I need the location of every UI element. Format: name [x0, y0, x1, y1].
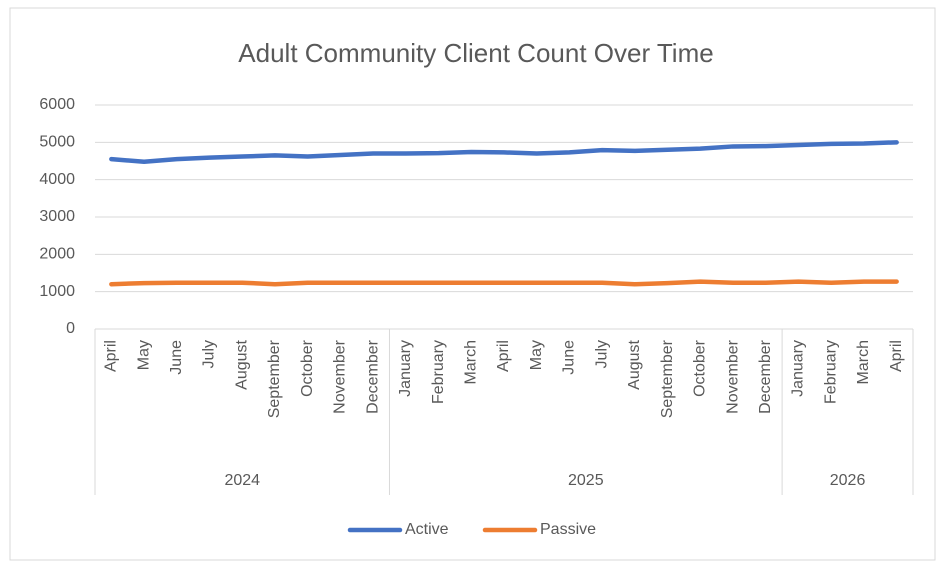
x-tick-label: March	[855, 340, 872, 384]
x-tick-label: February	[822, 340, 839, 404]
x-tick-label: November	[724, 339, 741, 413]
y-tick-label: 0	[66, 320, 75, 337]
x-tick-label: June	[561, 340, 578, 375]
x-tick-label: January	[397, 340, 414, 397]
x-tick-label: March	[462, 340, 479, 384]
x-tick-label: January	[790, 340, 807, 397]
x-tick-label: July	[593, 340, 610, 368]
x-tick-label: May	[135, 340, 152, 370]
y-tick-label: 5000	[39, 134, 75, 151]
y-tick-label: 4000	[39, 171, 75, 188]
x-tick-label: July	[201, 340, 218, 368]
series-line	[109, 140, 899, 164]
x-tick-label: April	[495, 340, 512, 372]
y-tick-label: 2000	[39, 246, 75, 263]
x-tick-label: April	[103, 340, 120, 372]
legend-label: Passive	[540, 521, 596, 538]
x-tick-label: August	[626, 339, 643, 389]
x-tick-label: October	[692, 339, 709, 397]
x-tick-label: September	[266, 339, 283, 418]
group-label: 2026	[830, 472, 866, 489]
chart-title: Adult Community Client Count Over Time	[238, 38, 713, 68]
y-tick-label: 6000	[39, 96, 75, 113]
legend-label: Active	[405, 521, 449, 538]
x-tick-label: December	[364, 339, 381, 413]
y-tick-label: 3000	[39, 208, 75, 225]
x-tick-label: November	[332, 339, 349, 413]
x-tick-label: June	[168, 340, 185, 375]
x-tick-label: May	[528, 340, 545, 370]
x-tick-label: August	[233, 339, 250, 389]
y-tick-label: 1000	[39, 283, 75, 300]
x-tick-label: February	[430, 340, 447, 404]
x-tick-label: December	[757, 339, 774, 413]
group-label: 2024	[224, 472, 260, 489]
series-line	[109, 279, 899, 287]
x-tick-label: April	[888, 340, 905, 372]
x-tick-label: September	[659, 339, 676, 418]
x-tick-label: October	[299, 339, 316, 397]
group-label: 2025	[568, 472, 604, 489]
